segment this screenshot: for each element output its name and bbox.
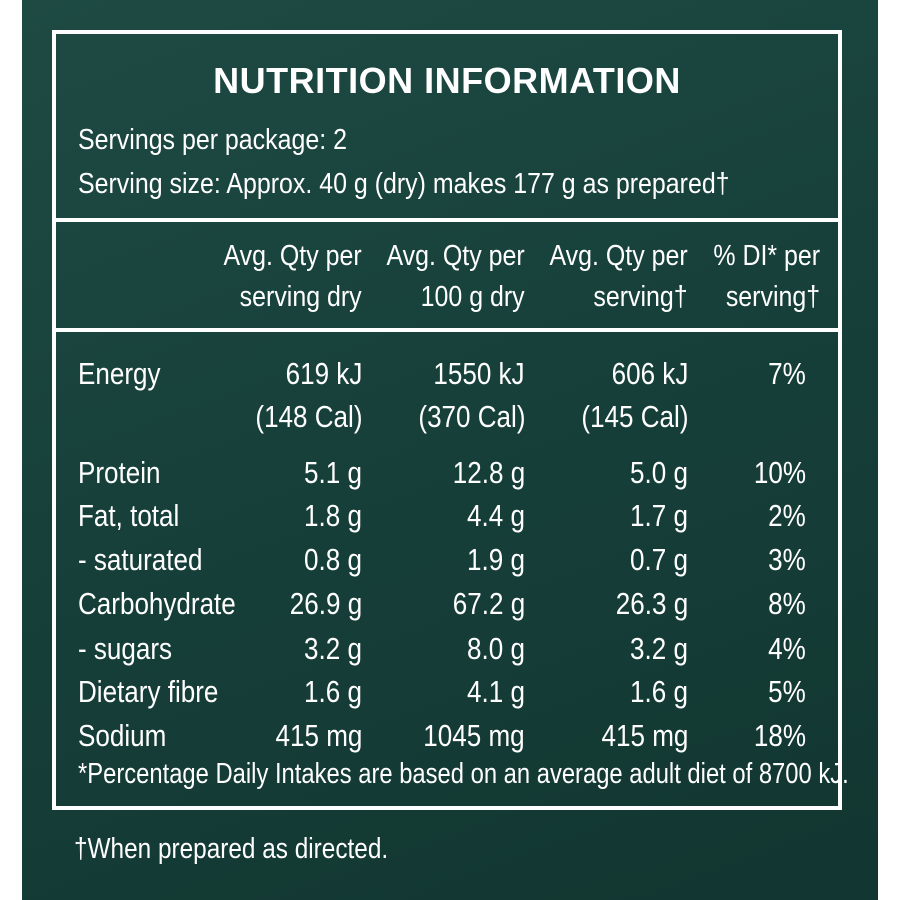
- nutrient-value: 1.6 g: [630, 674, 688, 709]
- nutrient-label: Fat, total: [78, 498, 180, 533]
- nutrient-value: 12.8 g: [452, 455, 525, 490]
- nutrient-label: Protein: [78, 455, 161, 490]
- table-title: NUTRITION INFORMATION: [213, 60, 681, 101]
- nutrient-value: 1.7 g: [630, 498, 688, 533]
- daily-intake-footnote: *Percentage Daily Intakes are based on a…: [78, 758, 849, 790]
- nutrition-table: NUTRITION INFORMATION Servings per packa…: [52, 30, 849, 810]
- nutrient-value: 415 mg: [275, 718, 362, 753]
- nutrient-value: 3%: [768, 542, 806, 577]
- nutrient-value: 18%: [753, 718, 806, 753]
- nutrient-value: 1550 kJ: [433, 356, 525, 391]
- nutrient-value: 3.2 g: [630, 631, 688, 666]
- prepared-note: †When prepared as directed.: [74, 833, 389, 865]
- energy-calories: (145 Cal): [580, 399, 688, 434]
- nutrient-value: 1.6 g: [304, 674, 362, 709]
- column-header-100g-dry: Avg. Qty per 100 g dry: [386, 240, 525, 313]
- nutrient-value: 8%: [768, 586, 806, 621]
- nutrient-value: 0.8 g: [304, 542, 362, 577]
- servings-per-package: Servings per package: 2: [78, 124, 347, 156]
- nutrient-value: 10%: [753, 455, 806, 490]
- table-header: NUTRITION INFORMATION Servings per packa…: [56, 34, 838, 222]
- nutrient-value: 26.9 g: [289, 586, 362, 621]
- nutrient-value: 5%: [768, 674, 806, 709]
- nutrient-value: 3.2 g: [304, 631, 362, 666]
- column-header-serving-prepared: Avg. Qty per serving†: [549, 240, 688, 313]
- nutrient-value: 5.0 g: [630, 455, 688, 490]
- nutrient-value: 5.1 g: [304, 455, 362, 490]
- nutrient-value: 67.2 g: [452, 586, 525, 621]
- energy-calories: (148 Cal): [254, 399, 362, 434]
- nutrient-value: 606 kJ: [611, 356, 688, 391]
- column-header-percent-di: % DI* per serving†: [713, 240, 820, 313]
- nutrient-value: 0.7 g: [630, 542, 688, 577]
- nutrient-value: 1.8 g: [304, 498, 362, 533]
- nutrition-panel: NUTRITION INFORMATION Servings per packa…: [22, 0, 878, 900]
- nutrient-value: 619 kJ: [285, 356, 362, 391]
- nutrient-value: 415 mg: [601, 718, 688, 753]
- column-headers: Avg. Qty per serving dry Avg. Qty per 100 …: [56, 222, 838, 332]
- nutrient-value: 1.9 g: [467, 542, 525, 577]
- nutrient-label: Sodium: [78, 718, 167, 753]
- column-header-serving-dry: Avg. Qty per serving dry: [223, 240, 362, 313]
- nutrient-label: - sugars: [78, 631, 173, 666]
- nutrient-value: 8.0 g: [467, 631, 525, 666]
- nutrient-value: 1045 mg: [423, 718, 525, 753]
- energy-calories: (370 Cal): [417, 399, 525, 434]
- nutrient-label: Dietary fibre: [78, 674, 219, 709]
- nutrient-value: 2%: [768, 498, 806, 533]
- nutrient-value: 4.1 g: [467, 674, 525, 709]
- nutrient-value: 4.4 g: [467, 498, 525, 533]
- nutrient-value: 26.3 g: [615, 586, 688, 621]
- nutrient-label: Carbohydrate: [78, 586, 236, 621]
- nutrient-value: 7%: [768, 356, 806, 391]
- nutrient-value: 4%: [768, 631, 806, 666]
- nutrient-label: Energy: [78, 356, 161, 391]
- serving-size: Serving size: Approx. 40 g (dry) makes 1…: [78, 168, 730, 200]
- nutrient-label: - saturated: [78, 542, 203, 577]
